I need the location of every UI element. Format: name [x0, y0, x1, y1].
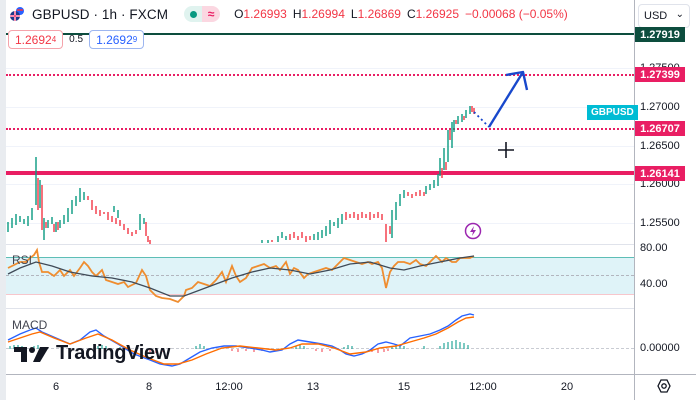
buy-button[interactable]: 1.2692 9 [89, 30, 145, 49]
pane-separator-macd[interactable] [6, 308, 634, 309]
sell-price-pip: 4 [51, 35, 57, 44]
price-tick: 1.26000 [640, 178, 680, 190]
chevron-down-icon: ⌄ [675, 8, 684, 20]
close-value: 1.26925 [415, 7, 460, 21]
low-label: L [350, 7, 358, 21]
rsi-upper-line [6, 257, 634, 258]
signal-line [7, 316, 475, 365]
arrow-head-icon [505, 70, 529, 91]
time-tick: 20 [560, 381, 574, 393]
tradingview-logo-icon [14, 346, 49, 362]
macd-line [7, 313, 475, 367]
chart-settings-gear-icon[interactable] [656, 378, 672, 394]
close-label: C [406, 7, 416, 21]
time-tick: 13 [306, 381, 320, 393]
price-tick: 1.27000 [640, 101, 680, 113]
rsi-line [7, 247, 475, 304]
buy-price-pip: 9 [132, 35, 138, 44]
price-tag-1-26707[interactable]: 1.26707 [635, 121, 685, 136]
macd-label[interactable]: MACD [12, 318, 48, 332]
gridline [6, 223, 634, 224]
tradingview-watermark: TradingView [14, 342, 170, 365]
symbol-title[interactable]: GBPUSD · 1h · FXCM [32, 6, 169, 22]
uk-flag-icon [8, 6, 26, 22]
change-value: −0.00068 (−0.05%) [465, 7, 568, 21]
macd-tick: 0.00000 [640, 342, 680, 354]
candles [7, 106, 475, 244]
rsi-mid-line [6, 275, 634, 276]
trade-buttons: 1.2692 4 0.5 1.2692 9 [8, 30, 145, 49]
tradingview-text: TradingView [56, 342, 171, 364]
rsi-label[interactable]: RSI [12, 253, 33, 267]
currency-value: USD [644, 10, 668, 22]
macd-zero-line [6, 348, 634, 349]
rsi-tick: 80.00 [640, 242, 668, 254]
projection-dip-line[interactable] [473, 111, 490, 128]
level-line-1-27919[interactable] [6, 33, 634, 35]
open-value: 1.26993 [243, 7, 287, 21]
time-tick: 6 [52, 381, 60, 393]
price-tag-1-26141[interactable]: 1.26141 [635, 166, 685, 181]
level-line-1-26707[interactable] [6, 128, 634, 130]
currency-select[interactable]: USD ⌄ [638, 4, 690, 28]
gridline [6, 184, 634, 185]
sell-button[interactable]: 1.2692 4 [8, 30, 64, 49]
rsi-ma-line [7, 255, 475, 297]
high-label: H [292, 7, 302, 21]
spread-value: 0.5 [69, 34, 84, 45]
high-value: 1.26994 [301, 7, 345, 21]
time-tick: 15 [397, 381, 411, 393]
level-line-1-26141[interactable] [6, 171, 634, 175]
projection-arrow-line[interactable] [487, 71, 525, 128]
ohlc-values: O1.26993 H1.26994 L1.26869 C1.26925 −0.0… [234, 7, 568, 21]
buy-price: 1.2692 [96, 32, 133, 47]
pane-separator-rsi[interactable] [6, 244, 634, 245]
price-tick: 1.26500 [640, 140, 680, 152]
level-line-1-27399[interactable] [6, 74, 634, 76]
gridline [6, 68, 634, 69]
approx-icon: ≈ [202, 6, 221, 22]
market-open-icon [184, 6, 203, 22]
left-border [0, 0, 6, 400]
gridline [6, 146, 634, 147]
chart-canvas[interactable] [0, 0, 634, 374]
time-tick: 12:00 [469, 381, 497, 393]
rsi-tick: 40.00 [640, 278, 668, 290]
time-tick: 12:00 [215, 381, 243, 393]
symbol-price-label: GBPUSD [587, 105, 638, 120]
low-value: 1.26869 [357, 7, 401, 21]
price-tag-1-27919[interactable]: 1.27919 [635, 27, 685, 42]
price-tick: 1.25500 [640, 217, 680, 229]
gridline [6, 107, 634, 108]
chart-header: GBPUSD · 1h · FXCM ≈ O1.26993 H1.26994 L… [8, 4, 568, 24]
price-tag-1-27399[interactable]: 1.27399 [635, 67, 685, 82]
rsi-lower-line [6, 294, 634, 295]
price-axis-border [634, 0, 635, 400]
crosshair-cursor-icon [497, 141, 515, 159]
open-label: O [234, 7, 244, 21]
lightning-event-icon[interactable] [464, 222, 482, 240]
time-axis-border [6, 374, 696, 375]
time-tick: 8 [145, 381, 153, 393]
status-pill[interactable]: ≈ [184, 6, 221, 22]
sell-price: 1.2692 [15, 32, 52, 47]
